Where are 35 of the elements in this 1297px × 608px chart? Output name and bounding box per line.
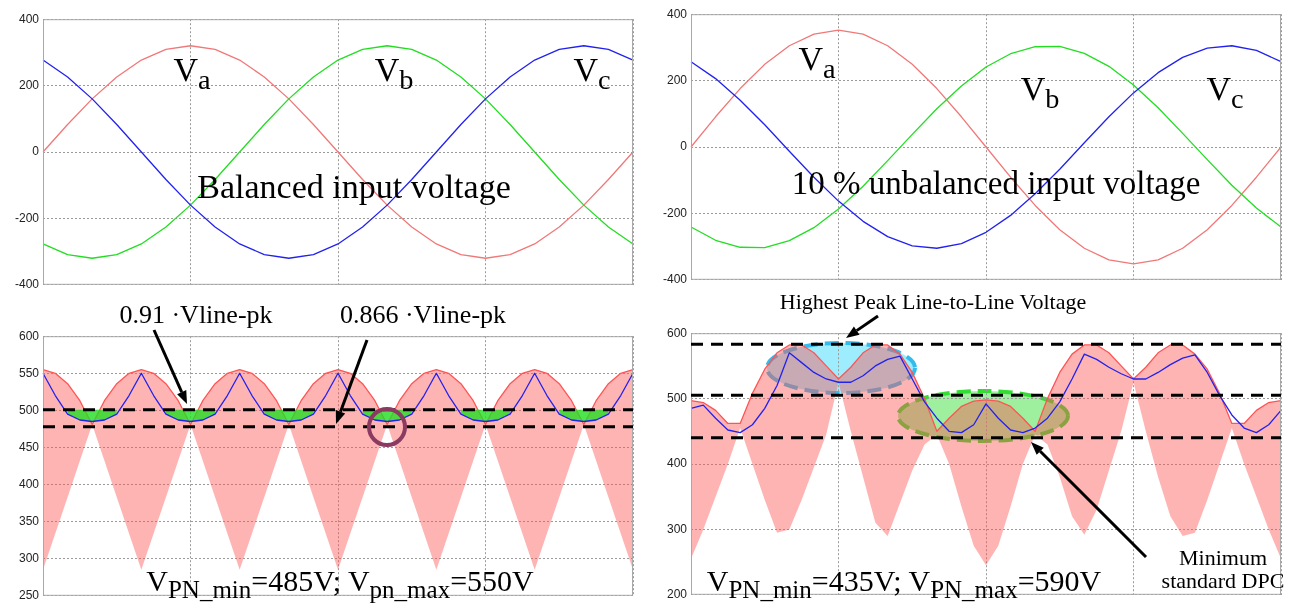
annotation: V$_{PN_min}$=485V; V$_{pn_max}$=550V <box>146 563 534 604</box>
y-tick-label: 200 <box>666 72 688 87</box>
y-tick-label: 400 <box>18 11 40 26</box>
y-tick-label: 550 <box>18 365 40 380</box>
y-tick-label: 300 <box>18 551 40 566</box>
y-tick-label: 350 <box>18 513 40 528</box>
text: Highest Peak Line-to-Line Voltage <box>779 289 1087 315</box>
y-tick-label: 600 <box>666 325 688 340</box>
y-tick-label: 300 <box>666 521 688 536</box>
y-tick-label: 400 <box>666 456 688 471</box>
y-tick-label: 400 <box>18 476 40 491</box>
annotation: V$_{a}$ <box>798 39 836 84</box>
y-tick-label: -400 <box>662 272 688 287</box>
text: 0.866 ·Vline-pk <box>339 300 507 330</box>
y-tick-label: 450 <box>18 439 40 454</box>
annotation: V$_{a}$ <box>173 50 211 95</box>
y-tick-label: 0 <box>32 144 40 159</box>
y-tick-label: 500 <box>666 390 688 405</box>
annotation: V$_{b}$ <box>374 50 414 95</box>
text: 0.91 ·Vline-pk <box>119 300 273 330</box>
y-tick-label: 200 <box>666 587 688 602</box>
y-tick-label: 400 <box>666 6 688 21</box>
annotation: V$_{c}$ <box>573 50 611 95</box>
annotation: V$_{PN_min}$=435V; V$_{PN_max}$=590V <box>706 563 1102 604</box>
y-tick-label: 600 <box>18 328 40 343</box>
y-tick-label: 500 <box>18 402 40 417</box>
y-tick-label: -200 <box>14 210 40 225</box>
y-tick-label: 0 <box>680 139 688 154</box>
annotation: V$_{b}$ <box>1020 69 1060 114</box>
y-tick-label: 250 <box>18 588 40 603</box>
annotation: V$_{c}$ <box>1206 69 1244 114</box>
y-tick-label: 200 <box>18 77 40 92</box>
annotation: Minimum standard DPC <box>1160 544 1286 593</box>
y-tick-label: -400 <box>14 277 40 292</box>
y-tick-label: -200 <box>662 205 688 220</box>
